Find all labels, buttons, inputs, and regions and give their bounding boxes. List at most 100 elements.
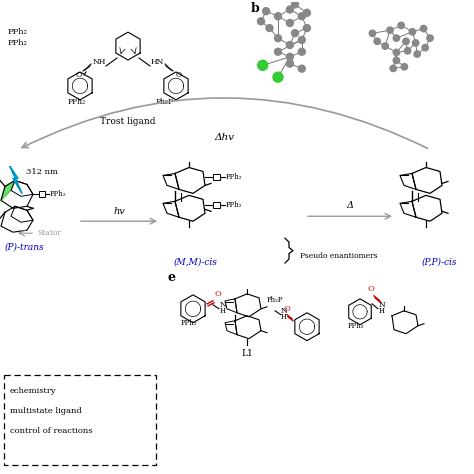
Text: (M,M)-cis: (M,M)-cis (174, 258, 218, 267)
Circle shape (404, 48, 411, 54)
Polygon shape (295, 313, 319, 341)
Text: Pseudo enantiomers: Pseudo enantiomers (300, 252, 378, 260)
Circle shape (298, 13, 305, 20)
Polygon shape (175, 167, 205, 193)
Polygon shape (1, 181, 33, 208)
Text: PPh₂: PPh₂ (50, 191, 66, 198)
Circle shape (286, 6, 293, 13)
Circle shape (258, 60, 268, 70)
Circle shape (286, 54, 293, 60)
Polygon shape (235, 294, 261, 317)
Text: multistate ligand: multistate ligand (10, 407, 82, 415)
Polygon shape (349, 299, 371, 325)
Polygon shape (235, 316, 261, 338)
Circle shape (422, 45, 428, 51)
Polygon shape (175, 195, 205, 221)
Polygon shape (10, 166, 22, 193)
Circle shape (403, 38, 409, 45)
Polygon shape (164, 72, 188, 100)
Circle shape (374, 38, 381, 45)
Circle shape (286, 19, 293, 27)
Circle shape (393, 35, 400, 41)
Polygon shape (225, 299, 237, 313)
Circle shape (257, 18, 264, 25)
Text: N: N (379, 301, 386, 309)
Text: PPh₂: PPh₂ (348, 322, 365, 330)
Polygon shape (163, 173, 179, 190)
Text: H: H (281, 313, 287, 321)
Text: e: e (168, 271, 176, 284)
Text: Trost ligand: Trost ligand (100, 117, 156, 126)
Text: PPh₂: PPh₂ (8, 28, 28, 36)
Circle shape (369, 30, 375, 36)
Text: N: N (220, 301, 227, 309)
Circle shape (420, 26, 427, 32)
Polygon shape (1, 181, 15, 201)
Text: PPh₂: PPh₂ (68, 98, 86, 106)
Text: Ph₂P: Ph₂P (267, 296, 283, 304)
FancyBboxPatch shape (213, 174, 220, 181)
Text: echemistry: echemistry (10, 387, 56, 395)
Circle shape (292, 1, 299, 8)
Text: HN: HN (151, 58, 164, 66)
Circle shape (286, 42, 293, 48)
Text: O: O (176, 71, 182, 79)
Text: Δ: Δ (346, 201, 354, 210)
Polygon shape (1, 206, 33, 232)
Circle shape (398, 22, 404, 28)
Polygon shape (225, 321, 237, 335)
Circle shape (274, 13, 282, 20)
Text: Δhv: Δhv (214, 133, 234, 142)
Circle shape (387, 27, 393, 33)
Text: (P)-trans: (P)-trans (5, 242, 45, 251)
Text: PPh₂: PPh₂ (8, 39, 28, 47)
Text: N: N (281, 307, 288, 315)
Text: Stator: Stator (37, 229, 61, 237)
Circle shape (298, 48, 305, 55)
Polygon shape (11, 181, 33, 196)
Circle shape (298, 36, 305, 44)
Text: PPh₂: PPh₂ (226, 173, 243, 182)
Text: 312 nm: 312 nm (26, 168, 58, 176)
Polygon shape (400, 173, 416, 190)
Text: O: O (368, 285, 375, 293)
Circle shape (274, 35, 282, 42)
Text: L1: L1 (241, 348, 253, 357)
Text: control of reactions: control of reactions (10, 427, 92, 435)
Polygon shape (412, 195, 442, 221)
Circle shape (382, 43, 388, 49)
Polygon shape (392, 311, 418, 334)
Circle shape (393, 57, 400, 64)
Polygon shape (11, 206, 33, 222)
Circle shape (409, 28, 416, 35)
Circle shape (298, 65, 305, 72)
Circle shape (273, 72, 283, 82)
Polygon shape (412, 167, 442, 193)
FancyBboxPatch shape (213, 202, 220, 208)
Circle shape (414, 51, 420, 57)
Circle shape (266, 25, 273, 32)
Polygon shape (116, 32, 140, 60)
Text: b: b (251, 2, 259, 15)
Text: PPh₂: PPh₂ (226, 201, 243, 210)
Circle shape (390, 65, 396, 72)
Text: O: O (284, 305, 291, 313)
Text: NH: NH (93, 58, 106, 66)
Circle shape (412, 40, 419, 46)
Circle shape (286, 60, 293, 67)
Circle shape (303, 25, 310, 32)
Circle shape (274, 48, 282, 55)
Circle shape (393, 49, 400, 55)
FancyBboxPatch shape (39, 191, 45, 197)
FancyBboxPatch shape (4, 375, 156, 465)
Text: PPh₂: PPh₂ (181, 319, 198, 327)
Text: O: O (215, 290, 222, 298)
Circle shape (401, 64, 408, 70)
Circle shape (263, 8, 270, 15)
Polygon shape (400, 201, 416, 217)
Polygon shape (163, 201, 179, 217)
Text: H: H (220, 307, 226, 315)
Text: (P,P)-cis: (P,P)-cis (422, 258, 457, 267)
Text: hv: hv (113, 207, 125, 216)
Circle shape (292, 30, 299, 36)
